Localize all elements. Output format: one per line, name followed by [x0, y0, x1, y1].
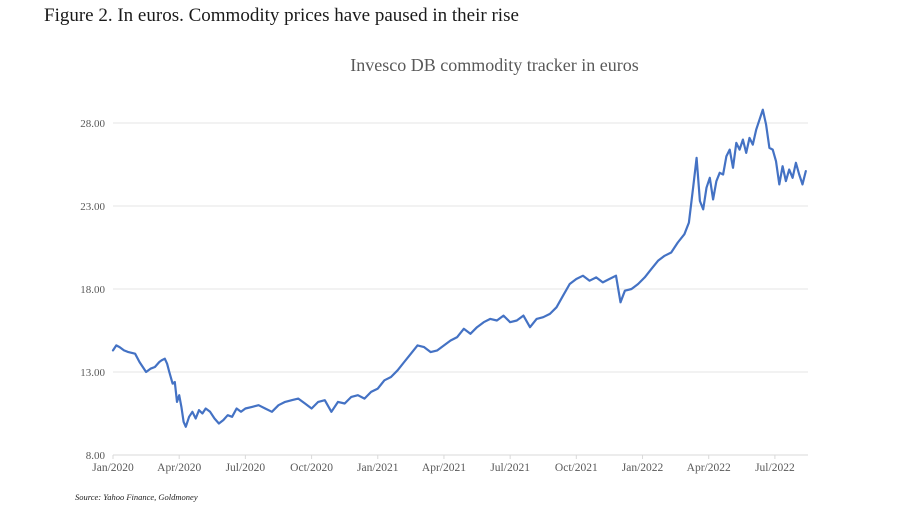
x-tick-label: Oct/2021	[555, 462, 598, 474]
x-axis: Jan/2020 Apr/2020 Jul/2020 Oct/2020 Jan/2021…	[92, 455, 795, 474]
x-tick-label: Jan/2022	[622, 462, 664, 474]
y-tick-label: 23.00	[80, 201, 105, 213]
x-tick-label: Apr/2021	[422, 462, 466, 474]
y-tick-label: 28.00	[80, 118, 105, 130]
series-line	[111, 108, 807, 428]
x-tick-label: Jan/2020	[92, 462, 134, 474]
x-tick-label: Oct/2020	[290, 462, 333, 474]
figure-title: Figure 2. In euros. Commodity prices hav…	[44, 5, 519, 26]
y-axis: 8.00 13.00 18.00 23.00 28.00	[80, 118, 105, 462]
chart-title: Invesco DB commodity tracker in euros	[350, 55, 639, 75]
y-tick-label: 13.00	[80, 367, 105, 379]
source-note: Source: Yahoo Finance, Goldmoney	[75, 492, 198, 502]
x-tick-label: Jul/2022	[755, 462, 795, 474]
x-tick-label: Jan/2021	[357, 462, 399, 474]
y-tick-label: 8.00	[86, 450, 106, 462]
series-layer	[111, 108, 807, 428]
x-tick-label: Jul/2021	[490, 462, 530, 474]
y-tick-label: 18.00	[80, 284, 105, 296]
x-tick-label: Apr/2022	[687, 462, 731, 474]
x-tick-label: Jul/2020	[226, 462, 266, 474]
x-tick-label: Apr/2020	[157, 462, 201, 474]
gridlines	[113, 122, 808, 456]
